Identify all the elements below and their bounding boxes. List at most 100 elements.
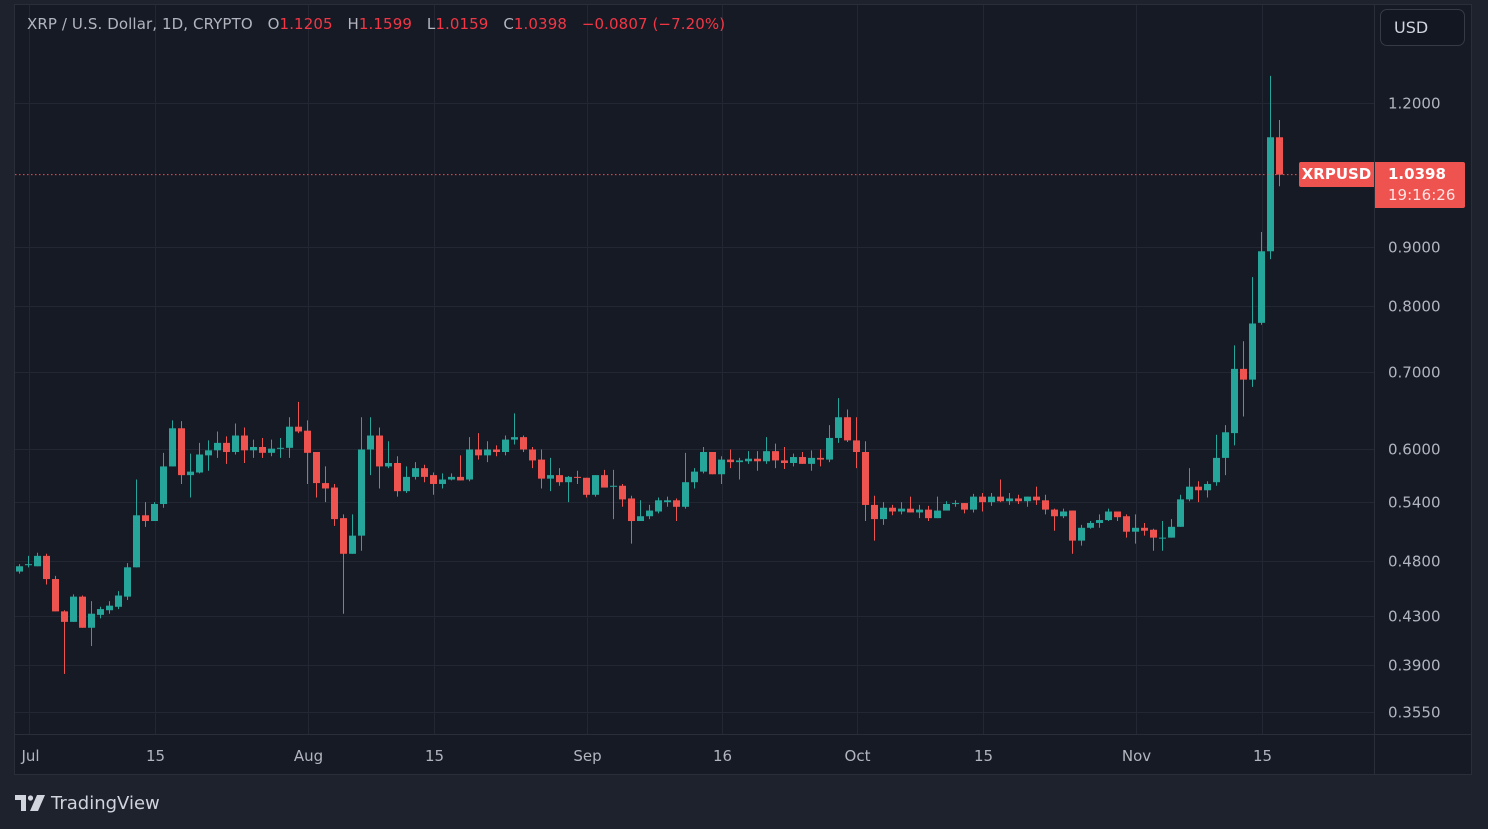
price-tick-label: 0.3550 <box>1388 704 1441 722</box>
candle <box>52 575 59 612</box>
candle <box>160 452 167 508</box>
candle-body <box>142 515 149 522</box>
candle-body <box>871 504 878 520</box>
close-value: 1.0398 <box>513 15 567 33</box>
candle-body <box>1195 486 1202 491</box>
candle <box>385 441 392 469</box>
candle-body <box>349 535 356 554</box>
candle <box>691 468 698 489</box>
candle-body <box>763 451 770 462</box>
candle-body <box>133 515 140 568</box>
candle-body <box>1114 511 1121 518</box>
candle <box>331 483 338 526</box>
candle <box>790 453 797 467</box>
candle-body <box>961 503 968 510</box>
candle <box>1249 277 1256 387</box>
candle-body <box>898 508 905 512</box>
low-label: L <box>426 15 436 33</box>
candle <box>232 423 239 455</box>
candle <box>16 564 23 574</box>
high-label: H <box>347 15 359 33</box>
candle <box>124 563 131 600</box>
candle <box>340 514 347 614</box>
candle-body <box>754 458 761 462</box>
candle-body <box>745 458 752 462</box>
candle-body <box>358 449 365 536</box>
candle <box>700 446 707 474</box>
candle-body <box>1087 522 1094 528</box>
candle <box>1060 508 1067 519</box>
symbol-description[interactable]: XRP / U.S. Dollar, 1D, CRYPTO <box>27 15 253 33</box>
candle-body <box>385 462 392 467</box>
candle-body <box>1186 486 1193 500</box>
candle <box>754 451 761 471</box>
chart-frame <box>14 4 1472 775</box>
candle-body <box>1123 516 1130 532</box>
price-axis[interactable]: 1.2000 0.9000 0.8000 0.7000 0.6000 0.5400 0.48… <box>1388 95 1441 722</box>
candle <box>664 496 671 507</box>
candle <box>916 504 923 519</box>
candle <box>394 456 401 497</box>
grid <box>15 5 1374 734</box>
candle-body <box>952 503 959 505</box>
candle-body <box>367 435 374 450</box>
candle <box>1114 511 1121 522</box>
candle <box>610 469 617 520</box>
price-tick-label: 0.4800 <box>1388 553 1441 571</box>
candle <box>1087 521 1094 529</box>
candle <box>1204 481 1211 498</box>
candle-body <box>1249 323 1256 380</box>
candle-body <box>70 596 77 622</box>
candle-body <box>1213 457 1220 483</box>
candle-body <box>682 482 689 507</box>
candle <box>1267 75 1274 260</box>
candle <box>880 502 887 525</box>
candle-body <box>232 435 239 452</box>
candle-body <box>304 430 311 453</box>
candle-body <box>511 437 518 440</box>
candle <box>1168 519 1175 538</box>
candle <box>61 610 68 674</box>
candle <box>979 492 986 512</box>
candle <box>727 449 734 469</box>
candle-body <box>547 475 554 479</box>
candle-body <box>1141 527 1148 531</box>
candle <box>781 446 788 470</box>
candle <box>403 466 410 493</box>
candle-body <box>1267 137 1274 252</box>
candle <box>601 469 608 488</box>
tradingview-logo[interactable]: TradingView <box>15 792 160 814</box>
candle-body <box>1159 537 1166 539</box>
candle <box>502 435 509 456</box>
currency-button[interactable]: USD <box>1380 9 1465 46</box>
candle-body <box>1096 520 1103 523</box>
candle-body <box>880 507 887 520</box>
candle-body <box>700 451 707 472</box>
candle <box>1132 514 1139 544</box>
candle-body <box>1276 137 1283 175</box>
candle <box>1258 232 1265 325</box>
candle <box>556 468 563 486</box>
candle-body <box>799 457 806 464</box>
candle <box>151 502 158 522</box>
candle <box>520 435 527 452</box>
candle-body <box>979 496 986 503</box>
candle-body <box>790 457 797 463</box>
price-tick-label: 0.6000 <box>1388 441 1441 459</box>
candle <box>853 417 860 469</box>
candle <box>376 427 383 489</box>
price-tick-label: 0.7000 <box>1388 364 1441 382</box>
candle-body <box>223 442 230 452</box>
candle <box>322 466 329 503</box>
candle-body <box>286 426 293 448</box>
close-label: C <box>503 15 514 33</box>
candle-body <box>61 611 68 622</box>
candle <box>538 449 545 489</box>
candle-body <box>1078 527 1085 541</box>
candle <box>493 445 500 457</box>
candle <box>889 504 896 516</box>
candle-body <box>187 471 194 476</box>
price-tick-label: 0.9000 <box>1388 239 1441 257</box>
time-axis[interactable]: Jul 15 Aug 15 Sep 16 Oct 15 Nov 15 <box>20 747 1272 765</box>
